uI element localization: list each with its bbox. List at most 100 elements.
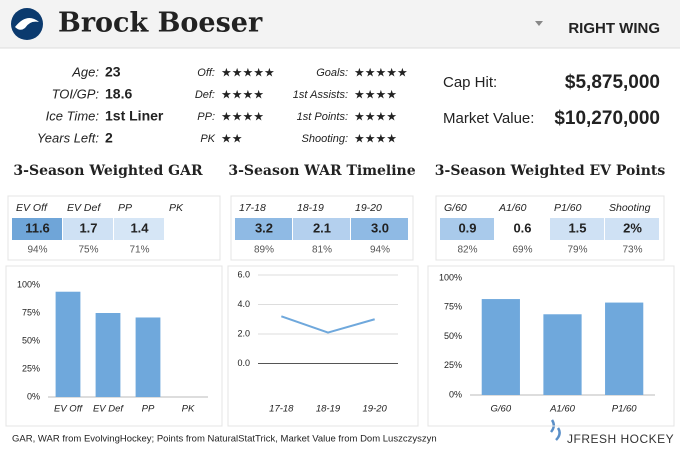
brand-logo [550, 419, 561, 441]
rating-stars: ★★★★★ [354, 66, 408, 80]
table-value: 2% [623, 220, 642, 235]
rating-stars: ★★★★ [354, 110, 397, 124]
y-tick-label: 100% [439, 272, 462, 282]
table-header: 18-19 [297, 202, 324, 214]
y-tick-label: 0.0 [237, 358, 250, 368]
panel-title: 3-Season Weighted GAR [13, 163, 203, 179]
table-percentile: 75% [78, 245, 98, 256]
x-tick-label: PK [182, 404, 195, 415]
x-tick-label: P1/60 [612, 404, 638, 415]
y-tick-label: 100% [17, 279, 40, 289]
bio-label: Years Left: [37, 130, 100, 145]
rating-label: 1st Assists: [293, 89, 348, 101]
table-value: 3.0 [371, 220, 389, 235]
bio-label: Age: [71, 64, 99, 79]
table-cell [12, 218, 62, 240]
table-percentile: 79% [567, 245, 587, 256]
table-value: 0.9 [458, 220, 476, 235]
bio-value: 1st Liner [105, 108, 164, 124]
table-percentile: 73% [622, 245, 642, 256]
bio-value: 2 [105, 130, 113, 146]
table-cell [440, 218, 494, 240]
rating-label: PP: [197, 111, 215, 123]
bio-label: Ice Time: [46, 108, 100, 123]
y-tick-label: 50% [444, 331, 462, 341]
table-percentile: 71% [129, 245, 149, 256]
table-value: 2.1 [313, 220, 331, 235]
x-tick-label: A1/60 [549, 404, 576, 415]
source-note: GAR, WAR from EvolvingHockey; Points fro… [12, 434, 437, 445]
rating-stars: ★★ [221, 132, 243, 146]
y-tick-label: 25% [444, 360, 462, 370]
table-percentile: 82% [457, 245, 477, 256]
y-tick-label: 2.0 [237, 328, 250, 338]
x-tick-label: G/60 [491, 404, 512, 415]
table-header: PP [118, 202, 132, 214]
rating-stars: ★★★★ [354, 132, 397, 146]
table-header: Shooting [609, 202, 651, 214]
rating-label: Goals: [316, 67, 348, 79]
panel-title: 3-Season WAR Timeline [228, 163, 415, 179]
contract-label: Cap Hit: [443, 74, 497, 91]
x-tick-label: EV Off [54, 404, 83, 415]
table-cell [605, 218, 659, 240]
rating-label: PK [200, 133, 215, 145]
rating-label: Off: [197, 67, 215, 79]
table-cell [293, 218, 350, 240]
dropdown-arrow[interactable] [535, 21, 543, 26]
table-cell [351, 218, 408, 240]
y-tick-label: 0% [27, 391, 40, 401]
header-bar [0, 0, 680, 48]
table-percentile: 81% [312, 245, 332, 256]
table-percentile: 89% [254, 245, 274, 256]
x-tick-label: 17-18 [269, 404, 294, 415]
rating-stars: ★★★★ [354, 88, 397, 102]
position: RIGHT WING [568, 20, 660, 37]
table-value: 0.6 [513, 220, 531, 235]
bar [95, 313, 121, 397]
bar [605, 302, 644, 395]
table-value: 11.6 [25, 220, 50, 235]
bar [55, 291, 81, 397]
bar [481, 299, 520, 395]
table-value: 1.7 [79, 220, 97, 235]
line [281, 315, 375, 334]
y-tick-label: 75% [22, 307, 40, 317]
contract-value: $10,270,000 [554, 108, 660, 129]
rating-stars: ★★★★★ [221, 66, 275, 80]
bio-label: TOI/GP: [52, 86, 100, 101]
bio-value: 23 [105, 64, 121, 80]
table-cell [235, 218, 292, 240]
x-tick-label: PP [142, 404, 155, 415]
table-cell [114, 218, 164, 240]
brand: JFRESH HOCKEY [567, 432, 674, 446]
table-percentile: 94% [27, 245, 47, 256]
table-percentile: 69% [512, 245, 532, 256]
rating-stars: ★★★★ [221, 88, 264, 102]
rating-stars: ★★★★ [221, 110, 264, 124]
table-value: 1.4 [130, 220, 149, 235]
y-tick-label: 50% [22, 335, 40, 345]
table-cell [550, 218, 604, 240]
table-header: A1/60 [498, 202, 527, 214]
x-tick-label: EV Def [93, 404, 124, 415]
team-logo [11, 8, 43, 40]
x-tick-label: 19-20 [363, 404, 388, 415]
rating-label: Shooting: [302, 133, 348, 145]
bar [135, 317, 161, 397]
table-cell [63, 218, 113, 240]
chart-frame [5, 265, 223, 427]
table-value: 1.5 [568, 220, 586, 235]
rating-label: 1st Points: [297, 111, 348, 123]
table-header: G/60 [444, 202, 467, 214]
panel-title: 3-Season Weighted EV Points [435, 163, 666, 179]
y-tick-label: 25% [22, 363, 40, 373]
table-header: PK [169, 202, 184, 214]
table-cell [495, 218, 549, 240]
bio-value: 18.6 [105, 86, 132, 102]
y-tick-label: 75% [444, 302, 462, 312]
player-name: Brock Boeser [58, 8, 263, 39]
y-tick-label: 4.0 [237, 299, 250, 309]
table-header: 17-18 [239, 202, 266, 214]
